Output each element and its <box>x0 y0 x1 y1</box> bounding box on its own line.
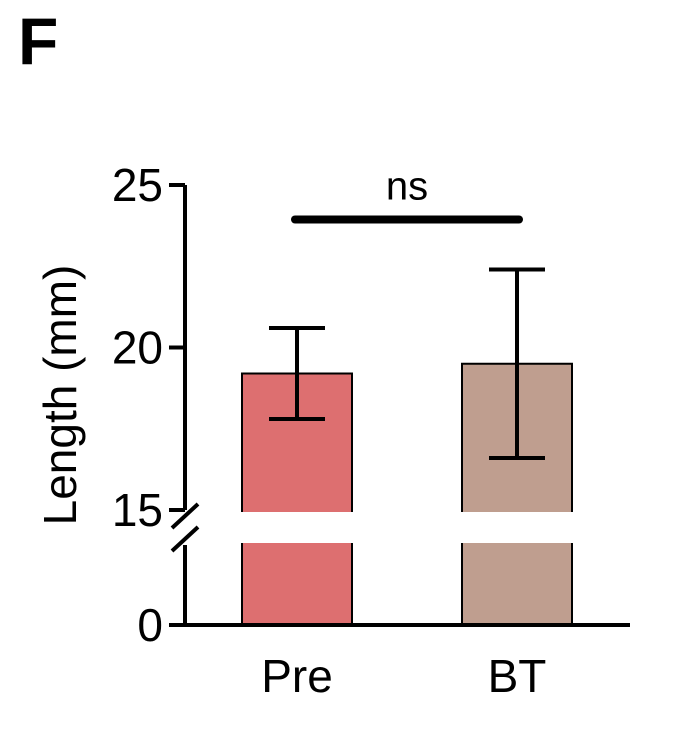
bars-layer <box>241 362 573 626</box>
x-tick-label-bt: BT <box>488 650 547 702</box>
axes-layer <box>169 183 630 627</box>
x-tick-label-pre: Pre <box>261 650 333 702</box>
panel-label: F <box>18 4 59 78</box>
y-tick-label-0: 0 <box>137 599 163 651</box>
labels-layer: 0 15 20 25 Pre BT Length (mm) <box>34 159 546 702</box>
break-band <box>155 512 640 543</box>
y-tick-label-15: 15 <box>112 484 163 536</box>
error-bar-pre <box>269 326 325 421</box>
significance-layer: ns <box>291 165 523 224</box>
axis-break-mark-lower <box>170 525 200 553</box>
axis-break-mark-upper <box>170 502 200 530</box>
axis-break-gap <box>155 512 640 543</box>
y-axis-title: Length (mm) <box>34 265 86 526</box>
error-bar-bt <box>489 267 545 460</box>
y-tick-label-20: 20 <box>112 322 163 374</box>
significance-label: ns <box>386 165 428 209</box>
error-bars-layer <box>269 267 545 460</box>
y-tick-label-25: 25 <box>112 159 163 211</box>
